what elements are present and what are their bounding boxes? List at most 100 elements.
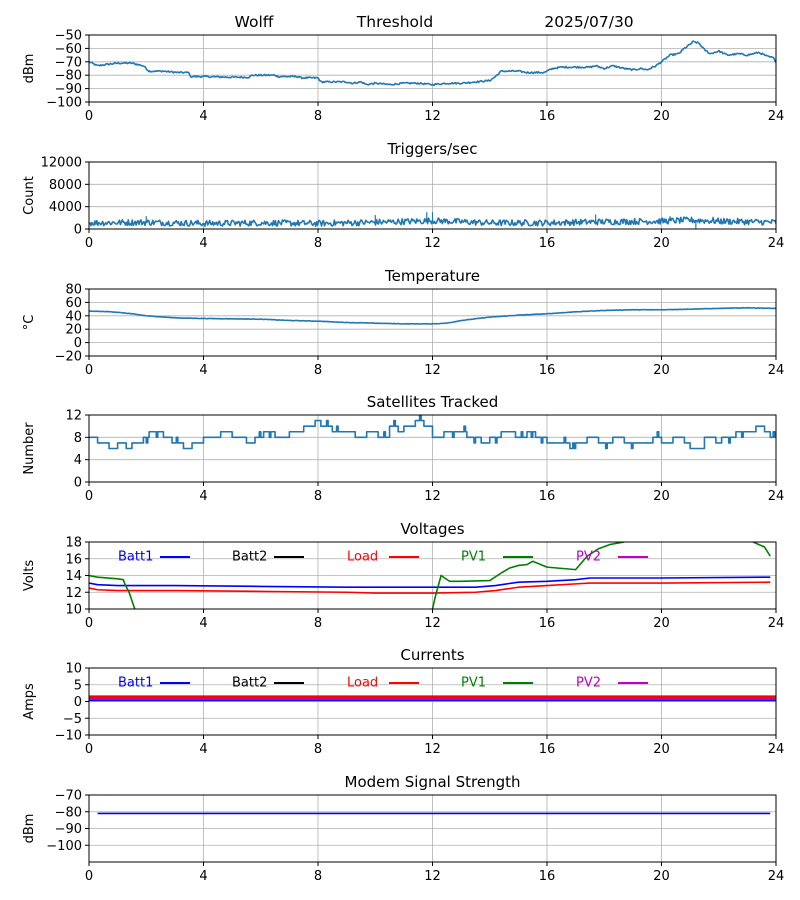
legend-label-batt2: Batt2 <box>232 676 267 691</box>
x-tick-label: 20 <box>653 236 670 251</box>
x-tick-label: 0 <box>85 869 93 884</box>
x-tick-label: 8 <box>314 109 322 124</box>
y-tick-label: −80 <box>55 805 82 820</box>
y-tick-label: −100 <box>46 839 82 854</box>
series-line <box>89 306 776 325</box>
x-tick-label: 4 <box>199 236 207 251</box>
y-tick-label: 60 <box>65 296 82 311</box>
y-tick-label: 12000 <box>41 156 82 171</box>
x-tick-label: 24 <box>768 363 785 378</box>
chart-panel-modem: Modem Signal Strength 0 4 8 12 16 20 24 −100 −90 −… <box>22 773 784 884</box>
series-line <box>89 415 776 450</box>
y-tick-label: −80 <box>55 69 82 84</box>
legend-label-pv1: PV1 <box>461 550 486 565</box>
y-tick-label: 12 <box>65 586 82 601</box>
y-tick-label: −90 <box>55 822 82 837</box>
chart-panels: 0 4 8 12 16 20 24−100−90−80−70−60−50dBmTrigger… <box>22 29 784 885</box>
y-tick-label: 0 <box>74 336 82 351</box>
y-tick-label: 4 <box>74 453 82 468</box>
y-tick-label: 18 <box>65 536 82 551</box>
legend-label-batt1: Batt1 <box>118 676 153 691</box>
y-tick-label: 10 <box>65 662 82 677</box>
x-tick-label: 16 <box>539 616 556 631</box>
x-tick-label: 12 <box>424 109 441 124</box>
x-tick-label: 20 <box>653 363 670 378</box>
y-axis-label: dBm <box>22 54 37 84</box>
x-tick-label: 0 <box>85 109 93 124</box>
x-tick-label: 12 <box>424 236 441 251</box>
x-tick-label: 16 <box>539 489 556 504</box>
series-line-batt1 <box>89 576 771 589</box>
y-tick-label: −70 <box>55 789 82 804</box>
x-tick-label: 12 <box>424 489 441 504</box>
x-tick-label: 8 <box>314 363 322 378</box>
chart-title: Modem Signal Strength <box>345 773 521 791</box>
y-tick-label: 80 <box>65 283 82 298</box>
series-group <box>89 415 776 450</box>
y-tick-label: −90 <box>55 82 82 97</box>
y-tick-label: −20 <box>55 350 82 365</box>
y-tick-label: 40 <box>65 309 82 324</box>
chart-title: Currents <box>400 646 464 664</box>
header-station: Wolff <box>235 13 274 31</box>
x-tick-label: 0 <box>85 363 93 378</box>
x-tick-label: 12 <box>424 616 441 631</box>
chart-title: Voltages <box>400 520 464 538</box>
series-group <box>89 542 771 609</box>
y-tick-label: 14 <box>65 569 82 584</box>
chart-title: Triggers/sec <box>387 140 478 158</box>
series-line-pv1 <box>89 574 136 609</box>
legend-label-pv2: PV2 <box>576 550 601 565</box>
x-tick-label: 0 <box>85 616 93 631</box>
y-tick-label: 0 <box>74 695 82 710</box>
x-tick-label: 8 <box>314 236 322 251</box>
x-tick-label: 8 <box>314 616 322 631</box>
x-tick-label: 0 <box>85 742 93 757</box>
legend-label-load: Load <box>347 550 378 565</box>
header-date: 2025/07/30 <box>544 13 633 31</box>
x-tick-label: 20 <box>653 742 670 757</box>
x-tick-label: 8 <box>314 489 322 504</box>
chart-panel-satellites: Satellites Tracked 0 4 8 12 16 20 24 0 4 8 12 Number <box>22 393 784 504</box>
x-tick-label: 24 <box>768 236 785 251</box>
series-group <box>89 306 776 325</box>
chart-title: Temperature <box>384 267 480 285</box>
x-tick-label: 12 <box>424 742 441 757</box>
x-tick-label: 20 <box>653 616 670 631</box>
x-tick-label: 24 <box>768 489 785 504</box>
series-line <box>89 40 776 86</box>
y-tick-label: 0 <box>74 476 82 491</box>
y-tick-label: 4000 <box>49 200 82 215</box>
x-tick-label: 16 <box>539 109 556 124</box>
y-axis-label: Volts <box>22 560 37 592</box>
x-tick-label: 0 <box>85 489 93 504</box>
header-mode: Threshold <box>356 13 433 31</box>
y-axis-label: Count <box>22 176 37 215</box>
x-tick-label: 24 <box>768 616 785 631</box>
y-axis-label: °C <box>22 315 37 331</box>
x-tick-label: 16 <box>539 742 556 757</box>
x-tick-label: 12 <box>424 869 441 884</box>
y-tick-label: 16 <box>65 552 82 567</box>
y-tick-label: 10 <box>65 603 82 618</box>
y-tick-label: −70 <box>55 55 82 70</box>
series-group <box>89 695 776 702</box>
x-tick-label: 0 <box>85 236 93 251</box>
x-tick-label: 24 <box>768 869 785 884</box>
y-axis-label: Number <box>22 422 37 475</box>
series-group <box>89 212 776 229</box>
chart-panel-threshold: 0 4 8 12 16 20 24 −100−90−80−70−60−50 dBm <box>22 29 784 125</box>
legend-label-pv2: PV2 <box>576 676 601 691</box>
x-tick-label: 16 <box>539 869 556 884</box>
chart-panel-triggers: Triggers/sec 0 4 8 12 16 20 24 0 4000 8000 12000 Cou… <box>22 140 784 251</box>
legend-label-pv1: PV1 <box>461 676 486 691</box>
y-tick-label: −60 <box>55 42 82 57</box>
series-group <box>89 40 776 86</box>
legend-label-batt2: Batt2 <box>232 550 267 565</box>
x-tick-label: 4 <box>199 869 207 884</box>
y-axis-label: Amps <box>22 683 37 720</box>
